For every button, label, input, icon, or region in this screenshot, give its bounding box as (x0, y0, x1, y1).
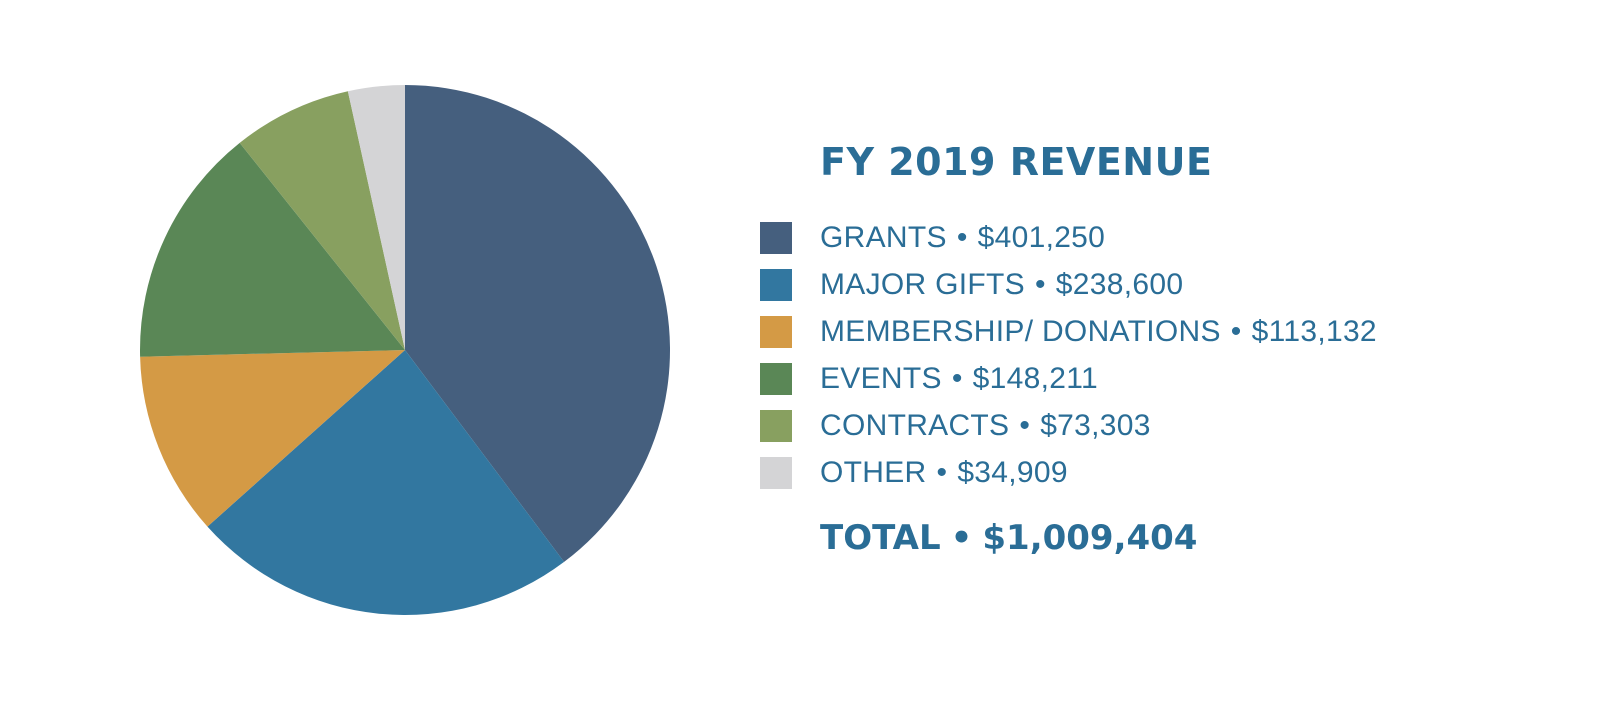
legend-label-contracts: CONTRACTS (820, 408, 1010, 442)
legend-item-major-gifts: MAJOR GIFTS • $238,600 (760, 261, 1377, 308)
pie-slice-membership-donations (140, 350, 405, 527)
chart-title: FY 2019 REVENUE (820, 140, 1213, 184)
legend-swatch-contracts (760, 409, 792, 442)
legend-item-grants: GRANTS • $401,250 (760, 214, 1377, 261)
chart-legend: GRANTS • $401,250 MAJOR GIFTS • $238,600 MEM… (760, 214, 1377, 496)
legend-label-other: OTHER (820, 455, 927, 489)
pie-slice-grants (405, 85, 671, 562)
total-separator: • (950, 518, 973, 558)
legend-item-other: OTHER • $34,909 (760, 449, 1377, 496)
legend-item-contracts: CONTRACTS • $73,303 (760, 402, 1377, 449)
legend-separator: • (1034, 267, 1046, 301)
legend-value-grants: $401,250 (977, 220, 1106, 254)
legend-item-events: EVENTS • $148,211 (760, 355, 1377, 402)
legend-swatch-events (760, 362, 792, 395)
legend-label-membership-donations: MEMBERSHIP/ DONATIONS (820, 314, 1221, 348)
legend-swatch-membership-donations (760, 315, 792, 348)
legend-value-major-gifts: $238,600 (1055, 267, 1184, 301)
legend-label-grants: GRANTS (820, 220, 947, 254)
legend-item-membership-donations: MEMBERSHIP/ DONATIONS • $113,132 (760, 308, 1377, 355)
legend-label-major-gifts: MAJOR GIFTS (820, 267, 1025, 301)
total-label: TOTAL (820, 518, 941, 558)
pie-slice-major-gifts (207, 350, 565, 616)
legend-separator: • (936, 455, 948, 489)
legend-separator: • (1230, 314, 1242, 348)
legend-swatch-major-gifts (760, 268, 792, 301)
pie-slice-contracts (239, 91, 405, 350)
legend-separator: • (956, 220, 968, 254)
pie-slice-events (140, 142, 405, 357)
legend-swatch-other (760, 456, 792, 489)
pie-slice-other (347, 85, 405, 350)
legend-value-membership-donations: $113,132 (1251, 314, 1377, 348)
total-value: $1,009,404 (982, 518, 1198, 558)
chart-total: TOTAL • $1,009,404 (820, 518, 1197, 558)
legend-swatch-grants (760, 221, 792, 254)
legend-value-contracts: $73,303 (1040, 408, 1151, 442)
legend-separator: • (951, 361, 963, 395)
legend-value-other: $34,909 (957, 455, 1068, 489)
legend-separator: • (1019, 408, 1031, 442)
revenue-pie-chart (140, 85, 671, 616)
legend-label-events: EVENTS (820, 361, 942, 395)
legend-value-events: $148,211 (972, 361, 1098, 395)
